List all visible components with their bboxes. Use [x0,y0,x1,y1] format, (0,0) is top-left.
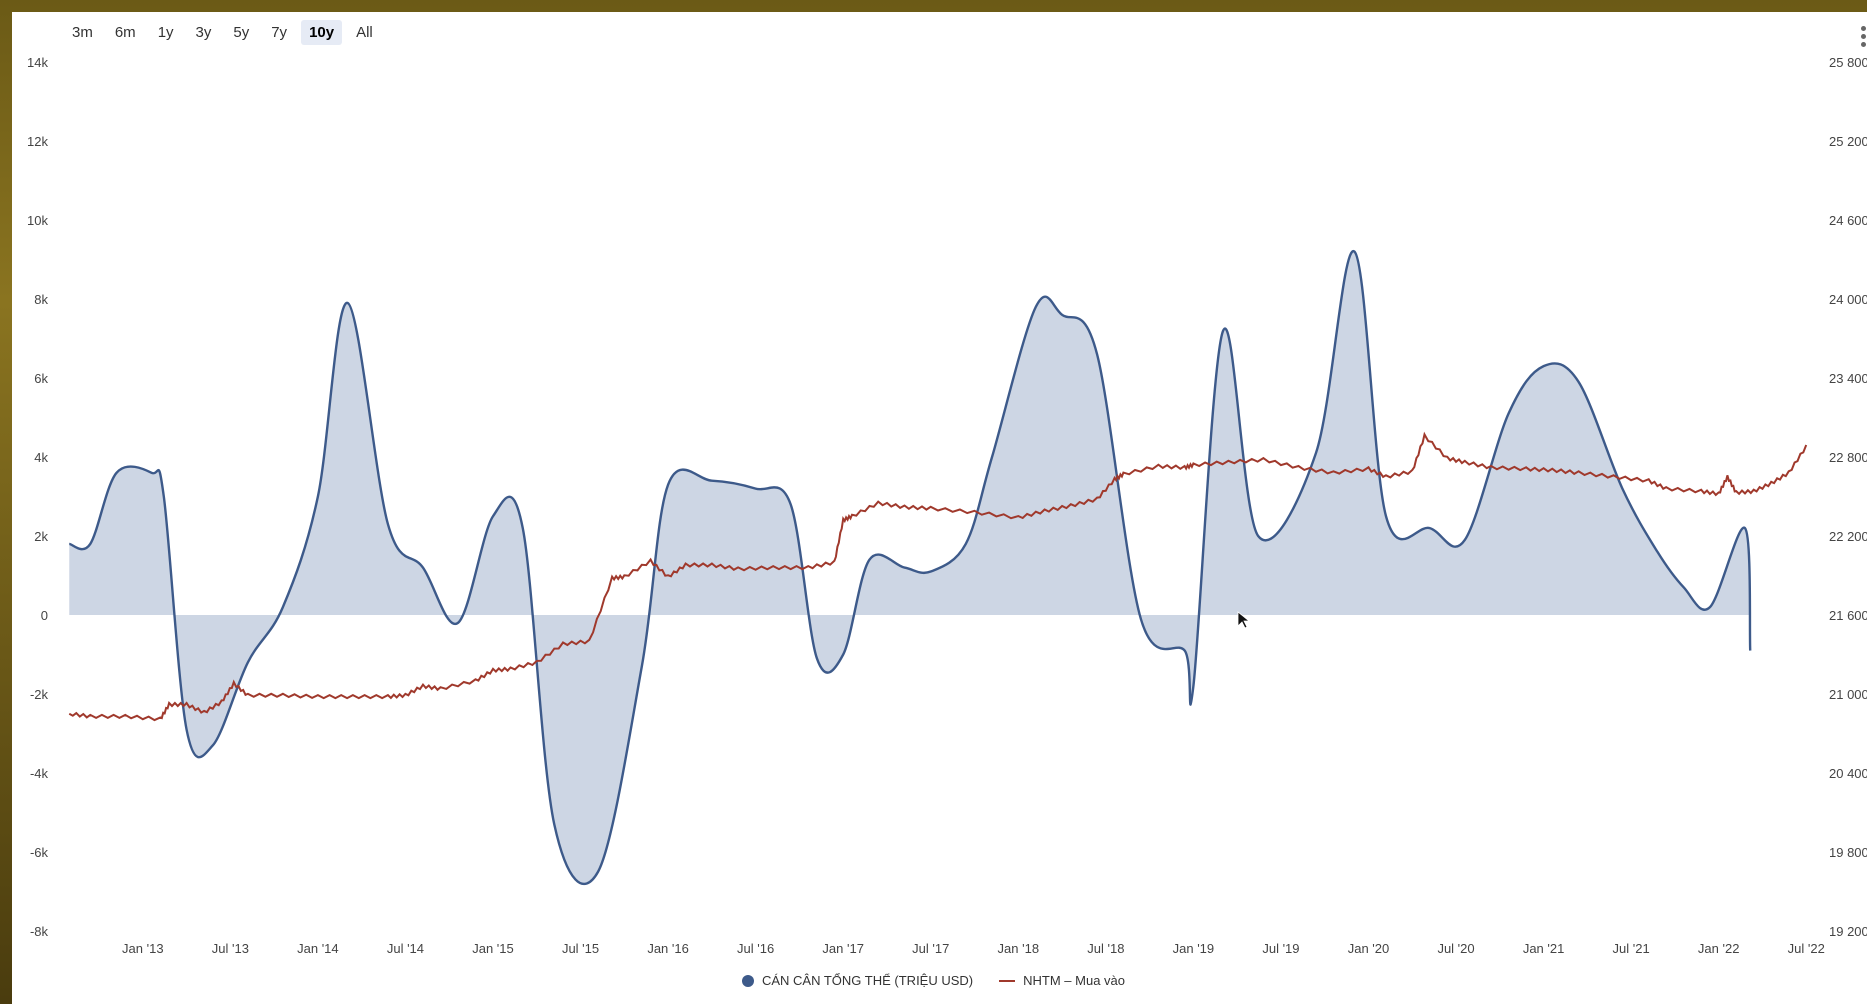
x-tick-label: Jul '20 [1437,941,1474,956]
y-left-tick-label: 4k [34,450,48,465]
y-right-tick-label: 24 600 [1829,213,1867,228]
legend: CÁN CÂN TỔNG THỂ (TRIỆU USD) NHTM – Mua … [0,973,1867,988]
x-tick-label: Jan '17 [822,941,864,956]
legend-item-balance[interactable]: CÁN CÂN TỔNG THỂ (TRIỆU USD) [741,973,974,988]
x-tick-label: Jul '17 [912,941,949,956]
y-right-tick-label: 21 600 [1829,608,1867,623]
x-tick-label: Jan '19 [1173,941,1215,956]
range-button-6m[interactable]: 6m [114,24,136,41]
y-left-tick-label: -2k [30,687,49,702]
y-left-tick-label: 2k [34,529,48,544]
x-tick-label: Jul '15 [562,941,599,956]
y-left-tick-label: 0 [41,608,48,623]
y-left-tick-label: 14k [27,55,48,70]
x-tick-label: Jul '22 [1788,941,1825,956]
legend-item-rate[interactable]: NHTM – Mua vào [999,973,1125,988]
y-left-tick-label: 12k [27,134,48,149]
range-button-7y[interactable]: 7y [271,24,288,41]
mouse-cursor-icon [1237,611,1251,629]
y-right-tick-label: 25 800 [1829,55,1867,70]
y-right-tick-label: 22 200 [1829,529,1867,544]
x-tick-label: Jan '15 [472,941,514,956]
range-button-10y[interactable]: 10y [301,20,343,45]
range-button-3y[interactable]: 3y [195,24,212,41]
y-left-tick-label: -6k [30,845,49,860]
y-right-tick-label: 20 400 [1829,766,1867,781]
legend-line-icon [999,979,1016,982]
x-tick-label: Jul '21 [1613,941,1650,956]
y-right-tick-label: 23 400 [1829,371,1867,386]
x-tick-label: Jan '22 [1698,941,1740,956]
legend-dot-icon [741,974,754,987]
legend-label: CÁN CÂN TỔNG THỂ (TRIỆU USD) [761,973,974,988]
y-right-tick-label: 22 800 [1829,450,1867,465]
y-left-tick-label: 6k [34,371,48,386]
y-right-tick-label: 24 000 [1829,292,1867,307]
y-left-tick-label: -4k [30,766,49,781]
range-selector: 3m 6m 1y 3y 5y 7y 10y All [64,20,381,45]
range-button-1y[interactable]: 1y [157,24,174,41]
y-left-tick-label: 10k [27,213,48,228]
x-tick-label: Jan '21 [1523,941,1565,956]
x-tick-label: Jan '20 [1348,941,1390,956]
x-tick-label: Jul '19 [1262,941,1299,956]
range-button-5y[interactable]: 5y [233,24,250,41]
legend-label: NHTM – Mua vào [1023,973,1126,988]
range-button-all[interactable]: All [356,24,373,41]
rate-line [68,431,1808,722]
x-tick-label: Jan '13 [122,941,164,956]
x-tick-label: Jul '14 [387,941,424,956]
y-left-tick-label: 8k [34,292,48,307]
x-tick-label: Jan '14 [297,941,339,956]
chart-menu-button[interactable] [1861,26,1867,50]
x-tick-label: Jul '13 [212,941,249,956]
balance-line [68,250,1752,885]
y-left-tick-label: -8k [30,924,49,939]
y-right-tick-label: 19 200 [1829,924,1867,939]
x-tick-label: Jul '18 [1087,941,1124,956]
y-right-tick-label: 21 000 [1829,687,1867,702]
y-right-tick-label: 25 200 [1829,134,1867,149]
x-tick-label: Jan '18 [998,941,1040,956]
x-tick-label: Jan '16 [647,941,689,956]
balance-area [69,251,1751,884]
y-right-tick-label: 19 800 [1829,845,1867,860]
x-tick-label: Jul '16 [737,941,774,956]
range-button-3m[interactable]: 3m [72,24,93,41]
